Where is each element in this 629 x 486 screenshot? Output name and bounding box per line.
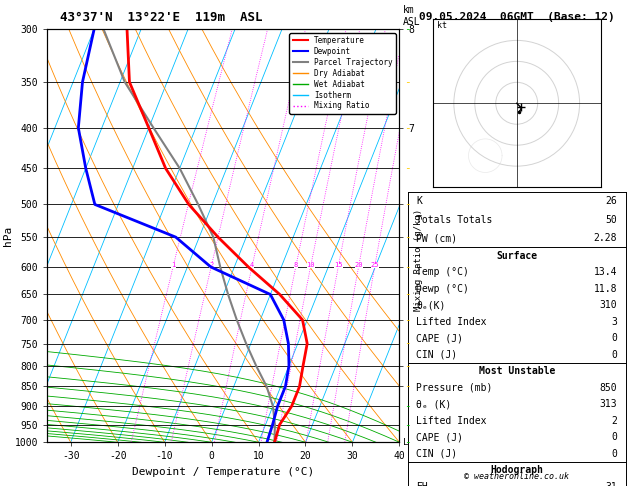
Text: 11.8: 11.8 <box>594 284 617 294</box>
Text: -: - <box>404 401 410 411</box>
Text: Hodograph: Hodograph <box>490 466 543 475</box>
Text: -: - <box>404 315 410 325</box>
Text: -: - <box>404 361 410 371</box>
Text: -: - <box>404 419 410 430</box>
Text: -: - <box>404 123 410 133</box>
Text: 2.28: 2.28 <box>594 233 617 243</box>
Text: CAPE (J): CAPE (J) <box>416 433 464 442</box>
Text: 1: 1 <box>171 262 175 268</box>
Text: θₑ(K): θₑ(K) <box>416 300 446 310</box>
Text: 10: 10 <box>306 262 315 268</box>
Text: Pressure (mb): Pressure (mb) <box>416 383 493 393</box>
Text: 31: 31 <box>605 482 617 486</box>
Text: 25: 25 <box>370 262 379 268</box>
Text: Lifted Index: Lifted Index <box>416 317 487 327</box>
Text: -: - <box>404 290 410 299</box>
Text: Temp (°C): Temp (°C) <box>416 267 469 277</box>
Text: -: - <box>404 437 410 447</box>
Text: θₑ (K): θₑ (K) <box>416 399 452 409</box>
Text: LCL: LCL <box>403 438 419 447</box>
Text: 26: 26 <box>605 196 617 206</box>
Text: 2: 2 <box>611 416 617 426</box>
Text: -: - <box>404 382 410 392</box>
Text: Most Unstable: Most Unstable <box>479 366 555 376</box>
Text: -: - <box>404 262 410 272</box>
Text: 0: 0 <box>611 449 617 459</box>
Text: 0: 0 <box>611 433 617 442</box>
Text: 50: 50 <box>605 215 617 225</box>
Text: -: - <box>404 232 410 242</box>
Text: 8: 8 <box>294 262 298 268</box>
Text: -: - <box>404 163 410 174</box>
Text: 43°37'N  13°22'E  119m  ASL: 43°37'N 13°22'E 119m ASL <box>60 11 262 24</box>
Text: -: - <box>404 339 410 348</box>
Text: EH: EH <box>416 482 428 486</box>
Text: Mixing Ratio (g/kg): Mixing Ratio (g/kg) <box>414 209 423 311</box>
Text: -: - <box>404 77 410 87</box>
Text: kt: kt <box>437 21 447 30</box>
Text: 13.4: 13.4 <box>594 267 617 277</box>
Text: © weatheronline.co.uk: © weatheronline.co.uk <box>464 472 569 481</box>
Text: km
ASL: km ASL <box>403 5 420 27</box>
Text: Dewp (°C): Dewp (°C) <box>416 284 469 294</box>
Text: 09.05.2024  06GMT  (Base: 12): 09.05.2024 06GMT (Base: 12) <box>419 12 615 22</box>
Text: PW (cm): PW (cm) <box>416 233 457 243</box>
Y-axis label: hPa: hPa <box>3 226 13 246</box>
Text: 20: 20 <box>355 262 363 268</box>
Text: 3: 3 <box>611 317 617 327</box>
Text: 850: 850 <box>599 383 617 393</box>
Text: CAPE (J): CAPE (J) <box>416 333 464 343</box>
Text: 310: 310 <box>599 300 617 310</box>
Text: CIN (J): CIN (J) <box>416 350 457 360</box>
Text: Totals Totals: Totals Totals <box>416 215 493 225</box>
Text: 313: 313 <box>599 399 617 409</box>
Text: 15: 15 <box>334 262 343 268</box>
X-axis label: Dewpoint / Temperature (°C): Dewpoint / Temperature (°C) <box>132 467 314 477</box>
Text: CIN (J): CIN (J) <box>416 449 457 459</box>
Text: K: K <box>416 196 422 206</box>
Text: 0: 0 <box>611 350 617 360</box>
Text: 4: 4 <box>250 262 254 268</box>
Text: 2: 2 <box>209 262 214 268</box>
Text: -: - <box>404 24 410 34</box>
Text: 0: 0 <box>611 333 617 343</box>
Legend: Temperature, Dewpoint, Parcel Trajectory, Dry Adiabat, Wet Adiabat, Isotherm, Mi: Temperature, Dewpoint, Parcel Trajectory… <box>289 33 396 114</box>
Text: Surface: Surface <box>496 251 537 260</box>
Text: -: - <box>404 199 410 209</box>
Text: Lifted Index: Lifted Index <box>416 416 487 426</box>
